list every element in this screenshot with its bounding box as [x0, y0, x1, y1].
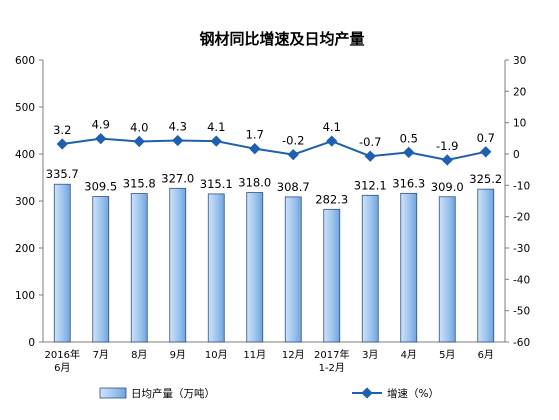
right-tick-label-7: 10: [513, 118, 526, 130]
bar-value-labels: 335.7 309.5 315.8 327.0 315.1 318.0 308.7 282.3…: [46, 167, 502, 206]
line-point-3: [172, 134, 184, 147]
x-tick-label-1: 7月: [93, 349, 109, 361]
right-tick-label-0: -60: [513, 337, 530, 349]
bar-2: [130, 193, 148, 343]
line-series: [56, 132, 492, 166]
left-tick-label-3: 300: [15, 196, 35, 208]
line-label-3: 4.3: [169, 120, 187, 134]
line-point-0: [56, 138, 68, 150]
right-tick-label-4: -20: [513, 212, 530, 224]
bar-label-10: 309.0: [431, 180, 464, 194]
bar-6: [284, 196, 302, 343]
line-label-0: 3.2: [53, 123, 71, 137]
left-tick-label-0: 0: [28, 337, 35, 349]
line-point-4: [210, 135, 222, 147]
bar-3: [169, 187, 187, 343]
line-label-8: -0.7: [359, 135, 381, 149]
bar-label-11: 325.2: [469, 172, 502, 186]
left-tick-label-5: 500: [15, 102, 35, 114]
legend-bar-label: 日均产量（万吨）: [131, 387, 215, 400]
line-point-8: [364, 150, 376, 162]
line-label-9: 0.5: [400, 131, 418, 145]
x-tick-label-6: 12月: [282, 349, 305, 361]
bar-5: [246, 192, 264, 343]
bar-label-5: 318.0: [238, 176, 271, 190]
legend-line-label: 增速（%）: [387, 387, 439, 400]
x-tick-label-9: 4月: [401, 349, 417, 361]
x-tick-label-8: 3月: [362, 349, 378, 361]
bar-label-8: 312.1: [354, 178, 387, 192]
chart-title: 钢材同比增速及日均产量: [199, 30, 364, 48]
line-label-2: 4.0: [130, 120, 148, 134]
left-axis-ticks: 0 100 200 300 400 500 600: [15, 55, 43, 349]
bar-label-0: 335.7: [46, 167, 79, 181]
bar-label-7: 282.3: [315, 192, 348, 206]
right-tick-label-1: -50: [513, 306, 530, 318]
x-tick-label-5: 11月: [243, 349, 266, 361]
left-tick-label-1: 100: [15, 290, 35, 302]
bar-8: [361, 194, 379, 343]
left-tick-label-4: 400: [15, 149, 35, 161]
line-label-5: 1.7: [246, 128, 264, 142]
line-label-4: 4.1: [207, 120, 225, 134]
right-tick-label-8: 20: [513, 86, 526, 98]
line-label-7: 4.1: [323, 120, 341, 134]
right-tick-label-9: 30: [513, 55, 526, 67]
line-point-7: [326, 135, 338, 147]
bar-4: [207, 193, 225, 343]
left-tick-label-2: 200: [15, 243, 35, 255]
line-label-1: 4.9: [92, 118, 110, 132]
line-label-10: -1.9: [436, 139, 458, 153]
legend: 日均产量（万吨） 增速（%）: [99, 387, 439, 400]
bar-label-4: 315.1: [200, 177, 233, 191]
left-tick-label-6: 600: [15, 55, 35, 67]
x-tick-label-4: 10月: [205, 349, 228, 361]
x-tick-label-2: 8月: [131, 349, 147, 361]
right-axis-ticks: -60 -50 -40 -30 -20 -10 0 10 20 30: [505, 55, 530, 349]
line-point-5: [249, 143, 261, 155]
legend-line-marker: [361, 387, 373, 399]
x-tick-label-7: 2017年 1-2月: [314, 348, 349, 374]
bar-label-2: 315.8: [123, 177, 156, 191]
line-point-10: [441, 154, 453, 166]
right-tick-label-2: -40: [513, 274, 530, 286]
legend-bar-swatch: [99, 387, 127, 399]
line-value-labels: 3.2 4.9 4.0 4.3 4.1 1.7 -0.2 4.1 -0.7 0.5 -1.9 0.7: [53, 118, 495, 153]
line-point-11: [480, 146, 492, 158]
x-axis-labels: 2016年 6月 7月 8月 9月 10月 11月 12月 2017年 1-2月 3月 4月 5月 6月: [45, 348, 494, 374]
bar-1: [92, 196, 110, 343]
right-tick-label-6: 0: [513, 149, 520, 161]
bar-label-6: 308.7: [277, 180, 310, 194]
bar-label-1: 309.5: [84, 180, 117, 194]
bar-label-3: 327.0: [161, 171, 194, 185]
bar-7: [323, 208, 341, 343]
x-tick-label-10: 5月: [439, 349, 455, 361]
line-label-6: -0.2: [282, 134, 304, 148]
line-point-9: [403, 146, 415, 159]
x-tick-label-0: 2016年 6月: [45, 348, 80, 374]
x-tick-label-11: 6月: [478, 349, 494, 361]
bar-0: [53, 183, 71, 343]
line-point-1: [95, 132, 107, 145]
x-tick-label-3: 9月: [170, 349, 186, 361]
line-point-6: [287, 148, 299, 161]
growth-line: [62, 137, 486, 161]
bar-10: [438, 196, 456, 343]
right-tick-label-5: -10: [513, 180, 530, 192]
bar-label-9: 316.3: [392, 176, 425, 190]
line-point-2: [133, 135, 145, 148]
right-tick-label-3: -30: [513, 243, 530, 255]
line-label-11: 0.7: [477, 131, 495, 145]
bar-11: [477, 188, 495, 343]
bar-series: [53, 183, 495, 343]
bar-9: [400, 192, 418, 343]
